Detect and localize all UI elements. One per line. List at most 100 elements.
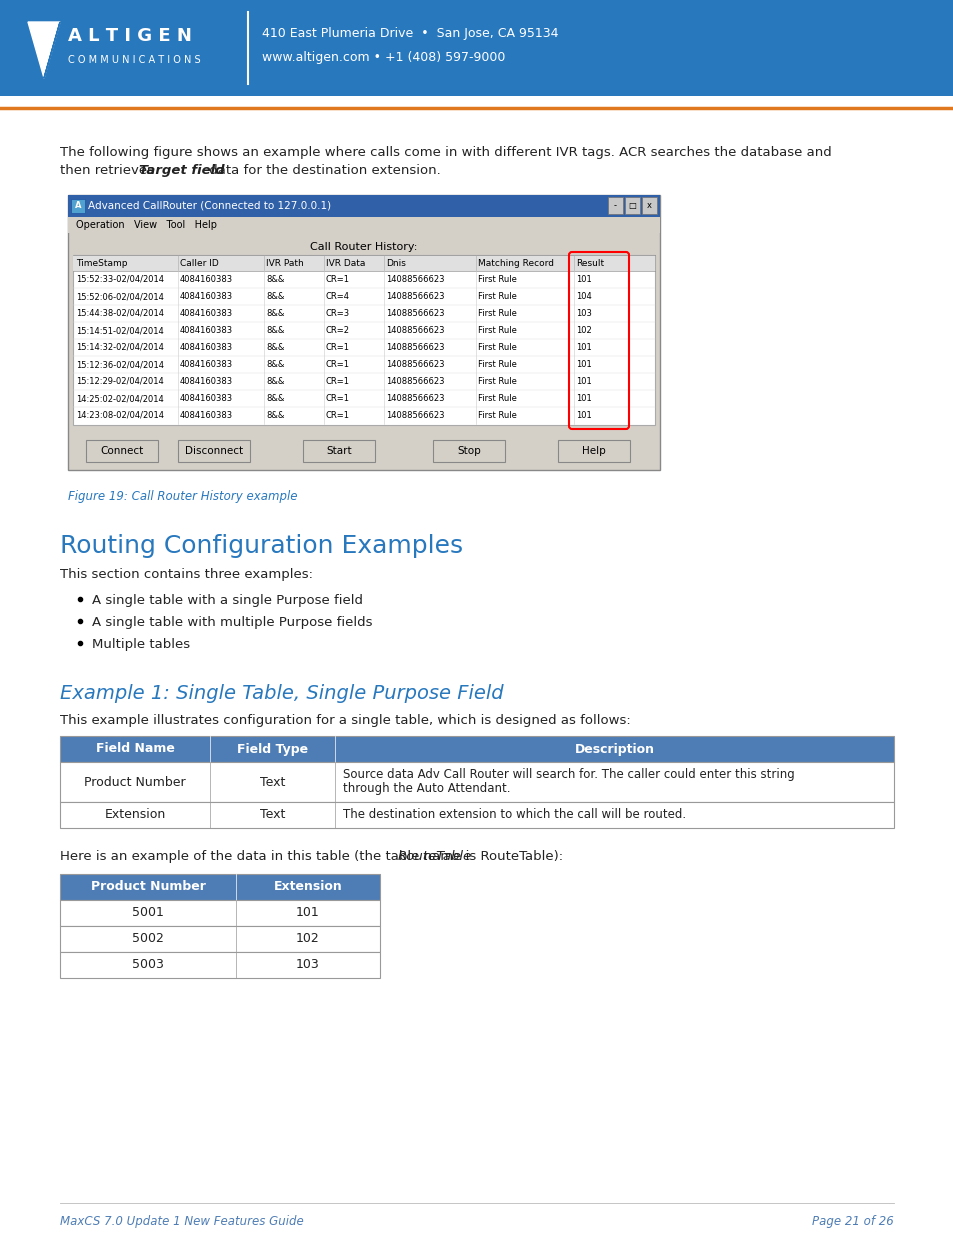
Text: 8&&: 8&& <box>266 394 284 403</box>
Bar <box>68 195 659 217</box>
Text: 4084160383: 4084160383 <box>180 291 233 301</box>
Bar <box>60 874 379 900</box>
Text: 104: 104 <box>576 291 591 301</box>
Text: Figure 19: Call Router History example: Figure 19: Call Router History example <box>68 490 297 503</box>
Text: 8&&: 8&& <box>266 411 284 420</box>
Bar <box>607 198 622 214</box>
Text: 5003: 5003 <box>132 958 164 972</box>
Text: MaxCS 7.0 Update 1 New Features Guide: MaxCS 7.0 Update 1 New Features Guide <box>60 1215 303 1228</box>
Text: Target field: Target field <box>139 164 225 177</box>
Text: C O M M U N I C A T I O N S: C O M M U N I C A T I O N S <box>68 56 200 65</box>
Text: 5001: 5001 <box>132 906 164 920</box>
Text: Caller ID: Caller ID <box>180 258 218 268</box>
Text: CR=1: CR=1 <box>326 377 350 387</box>
Bar <box>71 199 85 212</box>
Text: 15:44:38-02/04/2014: 15:44:38-02/04/2014 <box>76 309 164 317</box>
Text: 14088566623: 14088566623 <box>386 326 444 335</box>
Bar <box>68 217 659 233</box>
Text: -: - <box>614 201 617 210</box>
Text: 101: 101 <box>576 359 591 369</box>
Text: 14:23:08-02/04/2014: 14:23:08-02/04/2014 <box>76 411 164 420</box>
Text: 4084160383: 4084160383 <box>180 394 233 403</box>
Text: CR=4: CR=4 <box>326 291 350 301</box>
Text: 15:12:36-02/04/2014: 15:12:36-02/04/2014 <box>76 359 164 369</box>
Text: 101: 101 <box>576 377 591 387</box>
Text: Product Number: Product Number <box>91 881 205 893</box>
Text: Start: Start <box>326 446 352 456</box>
Text: CR=1: CR=1 <box>326 275 350 284</box>
Text: Product Number: Product Number <box>84 776 186 788</box>
Text: www.altigen.com • +1 (408) 597-9000: www.altigen.com • +1 (408) 597-9000 <box>262 52 505 64</box>
Text: 8&&: 8&& <box>266 326 284 335</box>
Polygon shape <box>44 22 60 78</box>
Text: Advanced CallRouter (Connected to 127.0.0.1): Advanced CallRouter (Connected to 127.0.… <box>88 201 331 211</box>
Text: then retrieves: then retrieves <box>60 164 158 177</box>
Text: Dnis: Dnis <box>386 258 405 268</box>
Text: First Rule: First Rule <box>477 377 517 387</box>
Bar <box>73 254 655 270</box>
Text: Matching Record: Matching Record <box>477 258 554 268</box>
Text: A single table with a single Purpose field: A single table with a single Purpose fie… <box>91 594 363 606</box>
Text: 14088566623: 14088566623 <box>386 275 444 284</box>
Text: 15:14:32-02/04/2014: 15:14:32-02/04/2014 <box>76 343 164 352</box>
Text: 14088566623: 14088566623 <box>386 377 444 387</box>
Text: 8&&: 8&& <box>266 343 284 352</box>
Text: Connect: Connect <box>100 446 144 456</box>
Text: TimeStamp: TimeStamp <box>76 258 128 268</box>
Text: CR=1: CR=1 <box>326 411 350 420</box>
Text: RouteTable: RouteTable <box>397 850 472 863</box>
Text: Field Type: Field Type <box>236 742 308 756</box>
Text: 4084160383: 4084160383 <box>180 326 233 335</box>
Text: 103: 103 <box>576 309 591 317</box>
Text: 15:52:06-02/04/2014: 15:52:06-02/04/2014 <box>76 291 164 301</box>
Text: 101: 101 <box>576 343 591 352</box>
Text: 15:14:51-02/04/2014: 15:14:51-02/04/2014 <box>76 326 164 335</box>
Text: The following figure shows an example where calls come in with different IVR tag: The following figure shows an example wh… <box>60 146 831 159</box>
Bar <box>303 440 375 462</box>
Text: 8&&: 8&& <box>266 377 284 387</box>
Text: First Rule: First Rule <box>477 291 517 301</box>
Text: Multiple tables: Multiple tables <box>91 638 190 651</box>
Text: First Rule: First Rule <box>477 394 517 403</box>
Text: 4084160383: 4084160383 <box>180 359 233 369</box>
Text: 4084160383: 4084160383 <box>180 343 233 352</box>
Text: □: □ <box>628 201 636 210</box>
Bar <box>86 440 158 462</box>
Text: Source data Adv Call Router will search for. The caller could enter this string: Source data Adv Call Router will search … <box>343 768 794 781</box>
Text: 103: 103 <box>295 958 319 972</box>
Text: CR=1: CR=1 <box>326 394 350 403</box>
Text: 14088566623: 14088566623 <box>386 291 444 301</box>
Text: 15:52:33-02/04/2014: 15:52:33-02/04/2014 <box>76 275 164 284</box>
Text: IVR Data: IVR Data <box>326 258 365 268</box>
Text: A: A <box>74 201 81 210</box>
Text: 14088566623: 14088566623 <box>386 394 444 403</box>
Text: Disconnect: Disconnect <box>185 446 243 456</box>
Text: Operation   View   Tool   Help: Operation View Tool Help <box>76 220 216 230</box>
Text: CR=1: CR=1 <box>326 343 350 352</box>
Text: 8&&: 8&& <box>266 359 284 369</box>
Text: Call Router History:: Call Router History: <box>310 242 417 252</box>
Text: CR=3: CR=3 <box>326 309 350 317</box>
Text: This example illustrates configuration for a single table, which is designed as : This example illustrates configuration f… <box>60 714 630 727</box>
Text: 410 East Plumeria Drive  •  San Jose, CA 95134: 410 East Plumeria Drive • San Jose, CA 9… <box>262 27 558 41</box>
Text: 15:12:29-02/04/2014: 15:12:29-02/04/2014 <box>76 377 164 387</box>
Text: through the Auto Attendant.: through the Auto Attendant. <box>343 782 510 795</box>
Text: Page 21 of 26: Page 21 of 26 <box>811 1215 893 1228</box>
Text: Stop: Stop <box>456 446 480 456</box>
Bar <box>60 736 893 762</box>
Text: 14088566623: 14088566623 <box>386 411 444 420</box>
Text: Result: Result <box>576 258 603 268</box>
Text: The destination extension to which the call will be routed.: The destination extension to which the c… <box>343 808 685 821</box>
Bar <box>433 440 504 462</box>
Text: First Rule: First Rule <box>477 326 517 335</box>
Text: IVR Path: IVR Path <box>266 258 303 268</box>
Text: 101: 101 <box>576 411 591 420</box>
Text: A L T I G E N: A L T I G E N <box>68 27 192 44</box>
Text: 14088566623: 14088566623 <box>386 309 444 317</box>
Text: First Rule: First Rule <box>477 309 517 317</box>
Bar <box>558 440 629 462</box>
Text: First Rule: First Rule <box>477 359 517 369</box>
Text: Text: Text <box>259 776 285 788</box>
Text: Example 1: Single Table, Single Purpose Field: Example 1: Single Table, Single Purpose … <box>60 684 503 703</box>
Text: 4084160383: 4084160383 <box>180 309 233 317</box>
